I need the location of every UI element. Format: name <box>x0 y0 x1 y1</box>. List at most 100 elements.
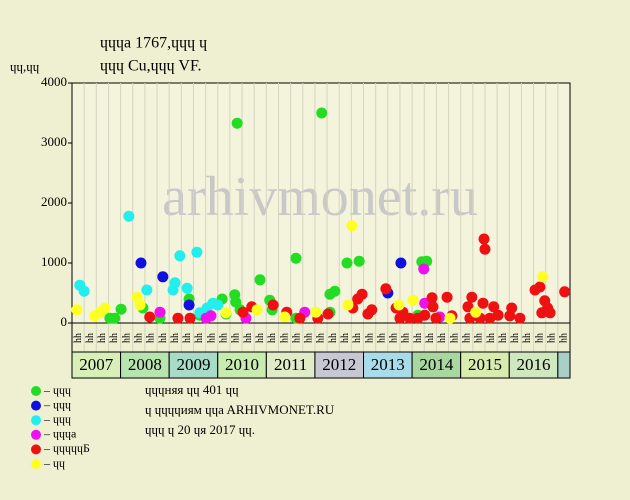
data-point <box>191 246 203 258</box>
legend-marker <box>31 400 41 411</box>
data-point <box>123 210 135 222</box>
x-sublabel: ɥɥ <box>328 333 339 343</box>
y-tick-label: 4000 <box>41 74 67 89</box>
x-sublabel: ɥɥ <box>158 333 169 343</box>
y-tick-label: 1000 <box>41 254 67 269</box>
data-point <box>322 308 334 320</box>
data-point <box>466 291 478 303</box>
data-point <box>488 301 500 313</box>
y-tick-label: 2000 <box>41 194 67 209</box>
year-band <box>508 351 559 379</box>
chart-title: ɥɥɥa 1767,ɥɥɥ ɥ <box>100 35 207 52</box>
data-point <box>144 311 156 323</box>
data-point <box>407 294 419 306</box>
x-sublabel: ɥɥ <box>437 333 448 343</box>
data-point <box>366 304 378 316</box>
year-band <box>314 351 365 379</box>
data-point <box>172 312 184 324</box>
data-point <box>279 311 291 323</box>
legend-marker <box>31 429 41 440</box>
x-sublabel: ɥɥ <box>461 333 472 343</box>
x-sublabel: ɥɥ <box>486 333 497 343</box>
note: ɥɥɥ ɥ 20 ɥя 2017 ɥɥ. <box>145 422 255 437</box>
plot-area <box>71 82 571 324</box>
x-sublabel: ɥɥ <box>376 333 387 343</box>
x-sublabel: ɥɥ <box>413 333 424 343</box>
x-sublabel: ɥɥ <box>109 333 120 343</box>
x-sublabel: ɥɥ <box>425 333 436 343</box>
data-point <box>134 299 146 311</box>
data-point <box>342 299 354 311</box>
data-point <box>404 312 416 324</box>
year-band <box>411 351 462 379</box>
year-band <box>363 351 413 379</box>
x-sublabel: ɥɥ <box>304 333 315 343</box>
data-point <box>346 220 358 232</box>
data-point <box>267 299 279 311</box>
x-sublabel: ɥɥ <box>121 333 132 343</box>
data-point <box>418 263 430 275</box>
x-sublabel: ɥɥ <box>85 333 96 343</box>
data-point <box>174 250 186 262</box>
data-point <box>154 306 166 318</box>
x-tick-label: 2015 <box>468 355 502 374</box>
data-point <box>462 301 474 313</box>
x-sublabel: ɥɥ <box>474 333 485 343</box>
data-point <box>254 274 266 286</box>
legend-label: – ɥɥɥ <box>43 412 71 426</box>
year-band <box>265 351 316 379</box>
x-sublabel: ɥɥ <box>243 333 254 343</box>
x-tick-label: 2013 <box>371 355 405 374</box>
note: ɥɥɥняя ɥɥ 401 ɥɥ <box>145 382 239 397</box>
data-point <box>492 309 504 321</box>
data-point <box>316 107 328 119</box>
data-point <box>441 291 453 303</box>
x-sublabel: ɥɥ <box>170 333 181 343</box>
year-band <box>460 351 510 379</box>
x-sublabel: ɥɥ <box>231 333 242 343</box>
data-point <box>341 257 353 269</box>
x-tick-label: 2014 <box>419 355 454 374</box>
data-point <box>380 283 392 295</box>
y-tick-label: 3000 <box>41 134 67 149</box>
data-point <box>231 117 243 129</box>
data-point <box>135 257 147 269</box>
x-sublabel: ɥɥ <box>73 333 84 343</box>
x-sublabel: ɥɥ <box>206 333 217 343</box>
legend-marker <box>31 459 41 469</box>
y-axis-label: ɥɥ,ɥɥ <box>10 59 40 74</box>
data-point <box>183 299 195 311</box>
legend-marker <box>31 386 41 396</box>
data-point <box>419 309 431 321</box>
data-point <box>141 284 153 296</box>
x-sublabel: ɥɥ <box>522 333 533 343</box>
x-tick-label: 2016 <box>517 355 551 374</box>
data-point <box>205 310 217 322</box>
data-point <box>78 285 90 297</box>
data-point <box>109 312 121 324</box>
watermark: arhivmonet.ru <box>162 166 478 228</box>
legend-label: – ɥɥɥ <box>43 383 71 397</box>
data-point <box>356 288 368 300</box>
data-point <box>169 277 181 289</box>
data-point <box>534 281 546 293</box>
x-sublabel: ɥɥ <box>146 333 157 343</box>
data-point <box>353 255 365 267</box>
data-point <box>395 257 407 269</box>
data-point <box>294 312 306 324</box>
data-point <box>444 312 456 324</box>
x-sublabel: ɥɥ <box>389 333 400 343</box>
chart-subtitle: ɥɥɥ Cu,ɥɥɥ VF. <box>100 58 202 75</box>
data-point <box>237 306 249 318</box>
data-point <box>71 304 83 316</box>
legend-label: – ɥɥɥɥɥБ <box>43 441 90 455</box>
x-sublabel: ɥɥ <box>510 333 521 343</box>
x-sublabel: ɥɥ <box>364 333 375 343</box>
x-sublabel: ɥɥ <box>182 333 193 343</box>
x-sublabel: ɥɥ <box>279 333 290 343</box>
data-point <box>290 252 302 264</box>
year-band <box>120 351 170 379</box>
data-point <box>115 303 127 315</box>
x-tick-label: 2008 <box>128 355 162 374</box>
